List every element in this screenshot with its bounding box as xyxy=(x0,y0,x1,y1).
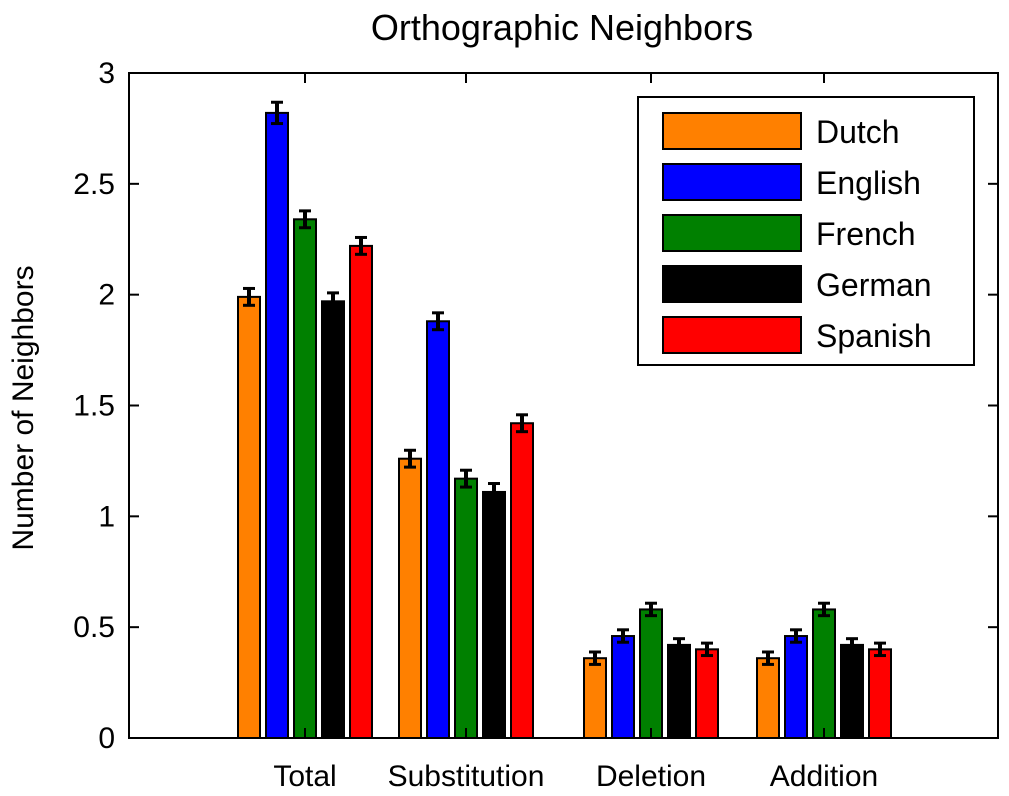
error-bars-group xyxy=(243,100,886,666)
bar-spanish-addition xyxy=(868,648,892,739)
bar-english-total xyxy=(265,111,289,739)
legend-label-dutch: Dutch xyxy=(816,114,900,150)
y-tick-label: 0.5 xyxy=(73,611,115,644)
legend-swatch-dutch xyxy=(662,112,802,150)
bar-english-deletion xyxy=(611,635,635,739)
legend-swatch-english xyxy=(662,163,802,201)
legend-swatch-french xyxy=(662,214,802,252)
legend-label-spanish: Spanish xyxy=(816,318,932,354)
legend: Dutch English French German Spanish xyxy=(637,96,975,366)
bar-french-substitution xyxy=(454,477,478,739)
y-tick-label: 2 xyxy=(98,279,115,312)
x-tick-label: Substitution xyxy=(388,760,545,793)
y-tick-label: 2.5 xyxy=(73,168,115,201)
bar-english-addition xyxy=(784,635,808,739)
bar-spanish-substitution xyxy=(510,422,534,739)
y-tick-label: 3 xyxy=(98,57,115,90)
bar-dutch-substitution xyxy=(398,457,422,739)
bar-german-substitution xyxy=(482,490,506,740)
chart-title: Orthographic Neighbors xyxy=(371,7,753,48)
bar-german-total xyxy=(321,300,345,739)
y-tick-label: 1.5 xyxy=(73,390,115,423)
legend-label-english: English xyxy=(816,165,921,201)
y-axis-ticks: 0 0.5 1 1.5 2 2.5 3 xyxy=(73,57,998,755)
bar-french-total xyxy=(293,218,317,740)
bars-group xyxy=(237,111,892,740)
legend-swatch-spanish xyxy=(662,316,802,354)
x-tick-label: Addition xyxy=(770,760,878,793)
legend-label-french: French xyxy=(816,216,916,252)
bar-french-deletion xyxy=(639,608,663,740)
bar-german-addition xyxy=(840,643,864,740)
bar-spanish-deletion xyxy=(695,648,719,739)
bar-english-substitution xyxy=(426,320,450,739)
legend-swatch-german xyxy=(662,265,802,303)
y-axis-label: Number of Neighbors xyxy=(7,265,40,550)
y-tick-label: 1 xyxy=(98,500,115,533)
bar-dutch-total xyxy=(237,295,261,739)
y-tick-label: 0 xyxy=(98,722,115,755)
x-tick-label: Total xyxy=(273,760,336,793)
bar-french-addition xyxy=(812,608,836,740)
x-axis-ticks: Total Substitution Deletion Addition xyxy=(273,73,878,793)
bar-dutch-deletion xyxy=(583,657,607,740)
bar-spanish-total xyxy=(349,244,373,739)
bar-german-deletion xyxy=(667,643,691,740)
bar-dutch-addition xyxy=(756,657,780,740)
x-tick-label: Deletion xyxy=(596,760,706,793)
legend-label-german: German xyxy=(816,267,932,303)
